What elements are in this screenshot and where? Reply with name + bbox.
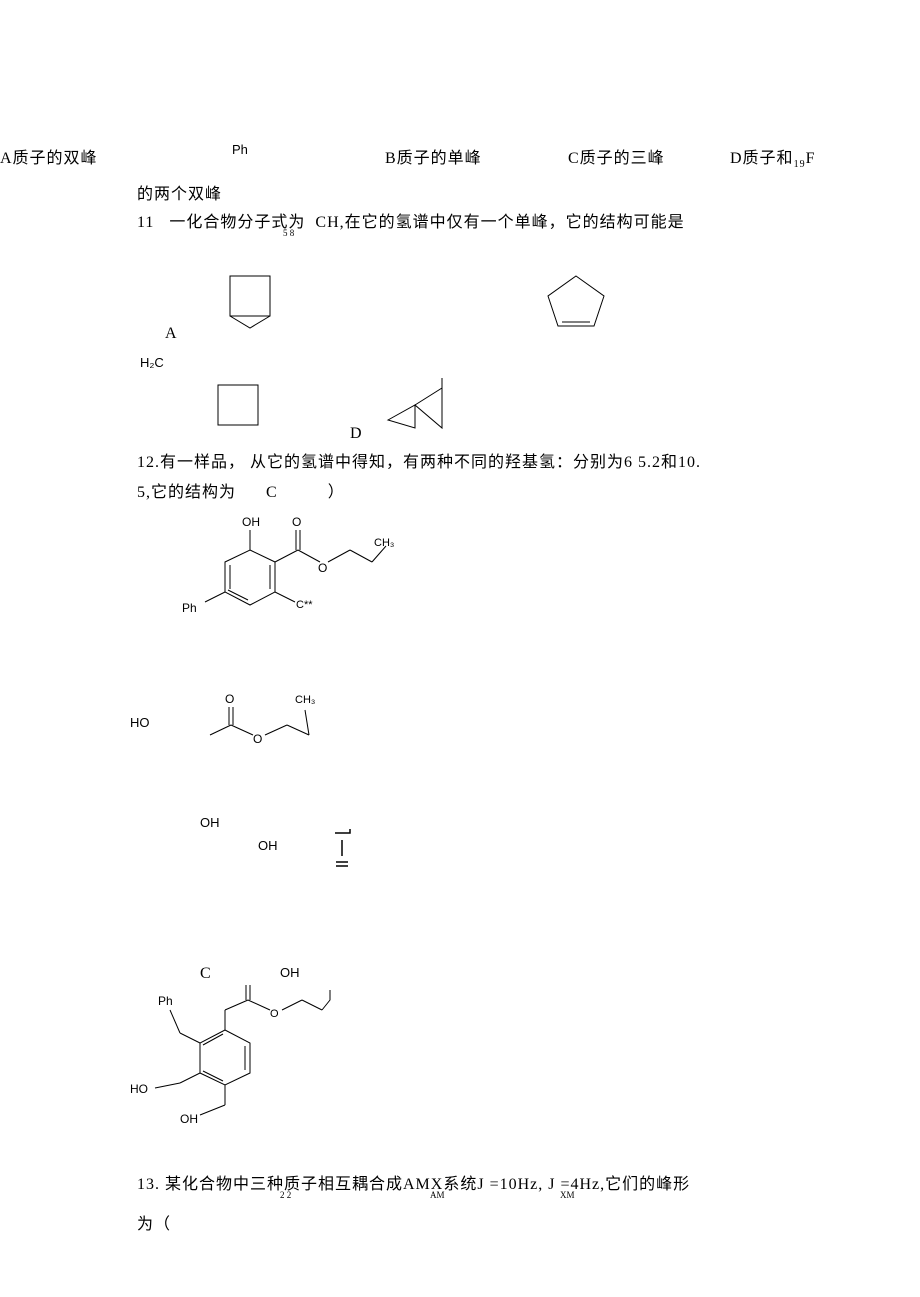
bracket-frag — [330, 828, 370, 878]
svg-text:OH: OH — [180, 1112, 198, 1126]
oh-label-3: OH — [280, 965, 300, 980]
q11-text: 11 一化合物分子式为 CH,在它的氢谱中仅有一个单峰，它的结构可能是 — [137, 208, 685, 232]
structure-q12-a: OH O O CH₃ Ph C** — [170, 500, 430, 700]
q11-label-a: A — [165, 325, 178, 343]
svg-text:Ph: Ph — [182, 601, 197, 615]
structure-ester-frag: O O CH₃ — [205, 685, 385, 755]
svg-text:O: O — [270, 1008, 279, 1020]
svg-text:O: O — [318, 561, 327, 575]
svg-text:O: O — [225, 692, 234, 706]
svg-text:C**: C** — [296, 599, 313, 611]
structure-q12-d: Ph O O HO OH — [130, 985, 430, 1175]
ph-label: Ph — [232, 142, 248, 157]
q13-sub1: 2 2 — [280, 1190, 291, 1200]
svg-text:CH₃: CH₃ — [295, 694, 315, 706]
svg-text:Ph: Ph — [158, 994, 173, 1008]
structure-cyclopentene — [536, 268, 616, 338]
q10-option-a: A质子的双峰 — [0, 144, 98, 168]
ho-label: HO — [130, 715, 150, 730]
h2c-label: H₂C — [140, 355, 164, 370]
svg-text:O: O — [253, 732, 262, 746]
q13-line1: 13. 某化合物中三种质子相互耦合成AMX系统J =10Hz, J =4Hz,它… — [137, 1170, 690, 1194]
oh-label-1: OH — [200, 815, 220, 830]
svg-text:OH: OH — [242, 515, 260, 529]
structure-square — [208, 375, 268, 435]
q13-sub3: XM — [560, 1190, 575, 1200]
q10-option-b: B质子的单峰 — [385, 144, 482, 168]
svg-text:O: O — [292, 515, 301, 529]
svg-text:CH₃: CH₃ — [374, 537, 394, 549]
q11-formula-sub: 5 8 — [283, 228, 294, 238]
q12-label-c: C — [200, 965, 212, 983]
q12-line1: 12.有一样品， 从它的氢谱中得知，有两种不同的羟基氢：分别为6 5.2和10. — [137, 448, 701, 472]
q12-line2: 5,它的结构为 C ） — [137, 478, 345, 502]
q11-label-d: D — [350, 425, 363, 443]
q10-option-c: C质子的三峰 — [568, 144, 665, 168]
q13-sub2: AM — [430, 1190, 445, 1200]
q10-option-d: D质子和19F — [730, 144, 815, 170]
structure-bicyclo — [215, 268, 285, 338]
svg-text:O: O — [242, 985, 251, 986]
document-page: A质子的双峰 Ph B质子的单峰 C质子的三峰 D质子和19F 的两个双峰 11… — [0, 0, 920, 200]
q10-continuation: 的两个双峰 — [137, 180, 222, 204]
structure-spiro — [380, 370, 470, 440]
svg-text:HO: HO — [130, 1082, 148, 1096]
oh-label-2: OH — [258, 838, 278, 853]
q13-line2: 为（ — [137, 1210, 171, 1234]
